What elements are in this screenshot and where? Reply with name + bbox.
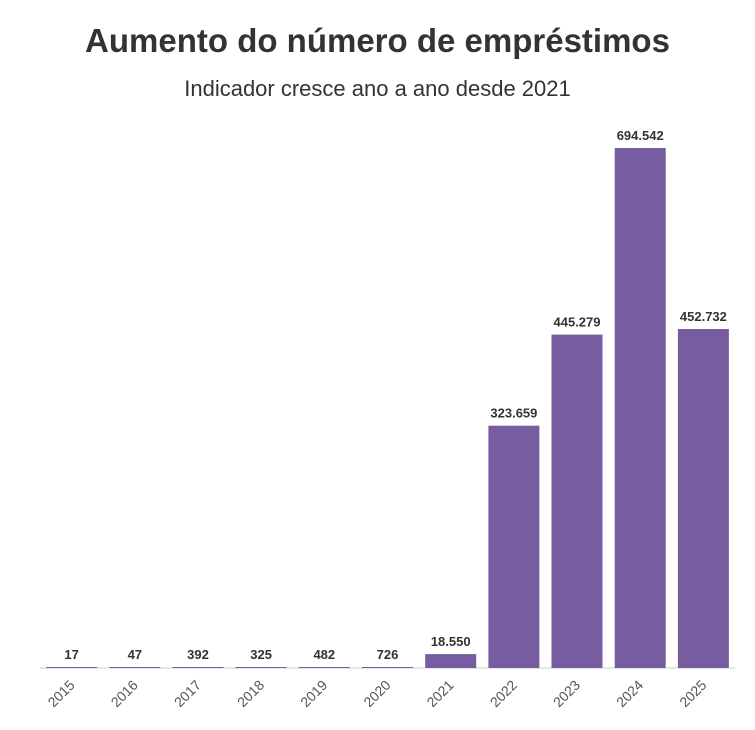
bar-value-label-2018: 325 — [250, 647, 272, 662]
bar-2023 — [551, 334, 603, 668]
bar-2015 — [46, 667, 98, 668]
bar-value-label-2019: 482 — [313, 647, 335, 662]
bar-2019 — [298, 667, 350, 668]
bar-2021 — [425, 654, 477, 668]
bar-2020 — [362, 667, 413, 668]
bar-2016 — [109, 667, 161, 668]
x-tick-label-2015: 2015 — [44, 677, 77, 710]
bar-value-label-2016: 47 — [128, 647, 142, 662]
bar-2024 — [614, 148, 666, 668]
x-tick-label-2020: 2020 — [360, 677, 393, 710]
bar-2022 — [488, 425, 540, 668]
x-tick-label-2023: 2023 — [550, 677, 583, 710]
bar-value-label-2022: 323.659 — [490, 406, 537, 421]
x-tick-label-2025: 2025 — [676, 677, 709, 710]
bar-value-label-2020: 726 — [377, 647, 399, 662]
chart-subtitle: Indicador cresce ano a ano desde 2021 — [184, 76, 571, 101]
bar-2025 — [677, 329, 729, 668]
x-tick-label-2022: 2022 — [487, 677, 520, 710]
bar-value-label-2021: 18.550 — [431, 634, 471, 649]
bar-value-label-2017: 392 — [187, 647, 209, 662]
x-tick-label-2018: 2018 — [234, 677, 267, 710]
x-tick-label-2017: 2017 — [171, 677, 204, 710]
bar-value-label-2025: 452.732 — [680, 309, 727, 324]
bar-value-label-2024: 694.542 — [617, 128, 664, 143]
bar-value-label-2015: 17 — [64, 647, 78, 662]
bar-value-label-2023: 445.279 — [554, 315, 601, 330]
x-tick-label-2024: 2024 — [613, 677, 646, 710]
x-tick-label-2016: 2016 — [108, 677, 141, 710]
bar-2018 — [235, 667, 287, 668]
x-tick-label-2019: 2019 — [297, 677, 330, 710]
bar-2017 — [172, 667, 224, 668]
x-tick-label-2021: 2021 — [423, 677, 456, 710]
chart-title: Aumento do número de empréstimos — [85, 22, 670, 59]
